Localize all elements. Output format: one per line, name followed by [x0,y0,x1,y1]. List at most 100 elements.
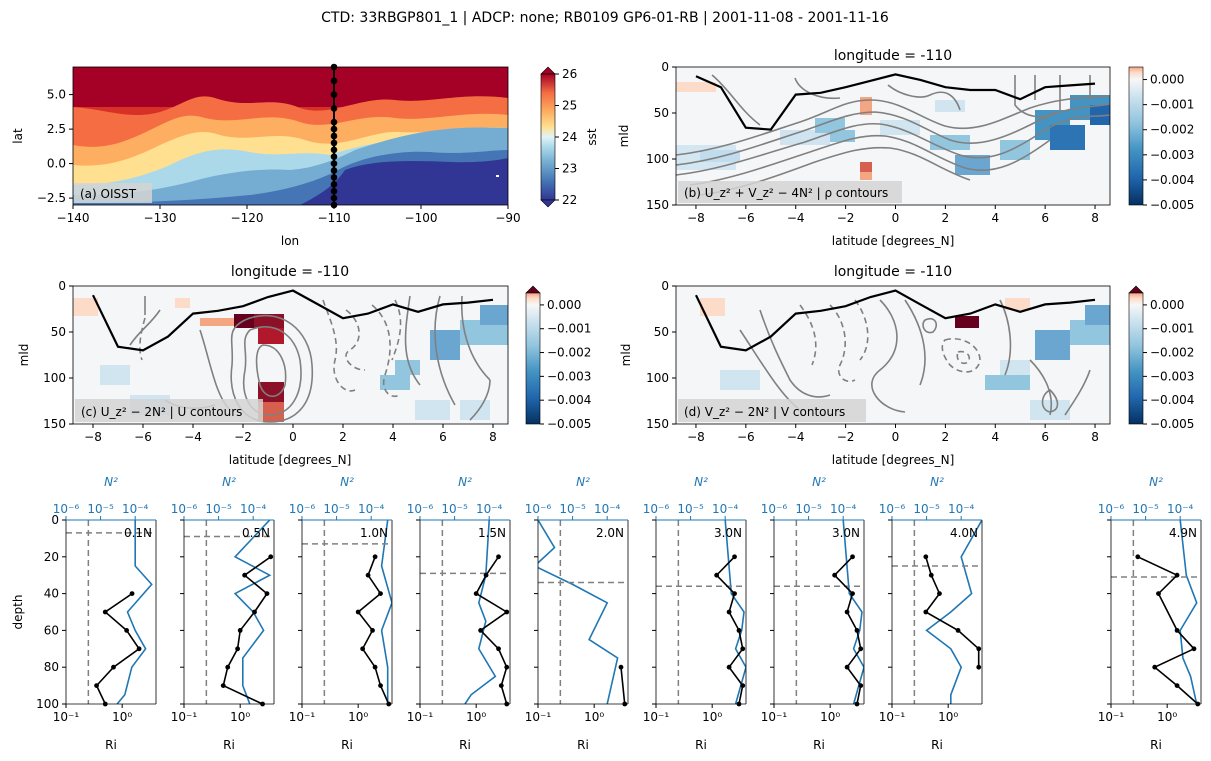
ctd-station-dot [330,146,338,154]
n2-tick-label: 10⁻⁶ [761,502,788,516]
panel-xtick-label: 6 [1041,211,1049,225]
ri-point [1191,646,1197,652]
n2-tick-label: 10⁻⁵ [913,502,940,516]
ri-point [732,591,737,596]
ri-point [355,609,361,615]
colorbar-tick-label: −0.002 [1150,123,1194,137]
panel-xtick-label: −4 [787,430,805,444]
profile-station-label: 3.0N [832,526,860,540]
ri-tick-label: 10⁻¹ [289,710,316,724]
n2-tick-label: 10⁻⁴ [476,502,503,516]
n2-tick-label: 10⁻⁶ [53,502,80,516]
panel-d-label: (d) V_z² − 2N² | V contours [684,405,845,419]
sst-field [73,67,508,205]
panel-ytick-label: 50 [654,106,669,120]
panel-xtick-label: −2 [837,211,855,225]
n2-profile-line [380,520,392,704]
panel-a-ylabel: lat [11,128,25,144]
panel-b-title: longitude = -110 [834,48,952,64]
ri-point [473,591,479,596]
ri-axis-label: Ri [105,738,117,752]
ri-tick-label: 10⁰ [820,710,840,724]
ri-tick-label: 10⁻¹ [53,710,80,724]
profile-station-label: 4.0N [950,526,978,540]
ctd-station-dot [330,139,338,147]
ri-tick-label: 10⁻¹ [407,710,434,724]
n2-tick-label: 10⁻⁴ [594,502,621,516]
ri-point [858,646,864,652]
ri-point [832,572,838,578]
colorbar-tick-label: −0.004 [1150,173,1194,187]
panel-xtick-label: 8 [1091,430,1099,444]
panel-a-label-box [74,183,152,203]
colorbar-tick-label: −0.003 [1150,148,1194,162]
panel-c-ylabel: mld [17,344,31,367]
ri-tick-label: 10⁰ [702,710,722,724]
ri-axis-label: Ri [695,738,707,752]
sst-colorbar-tick-label: 24 [562,130,577,144]
profile-panel: 3.0N 10⁻¹ 10⁰ Ri 10⁻⁶ 10⁻⁵ 10⁻⁴ N² [761,475,865,752]
ri-tick-label: 10⁰ [1157,710,1177,724]
n2-axis-label: N² [458,475,472,489]
ri-tick-label: 10⁻¹ [171,710,198,724]
panel-a-xtick-label: −120 [231,211,264,225]
colorbar-tick-label: −0.005 [1150,198,1194,212]
panel-xtick-label: 0 [289,430,297,444]
depth-tick-label: 60 [44,623,59,637]
panel-d-xlabel: latitude [degrees_N] [832,453,955,467]
depth-tick-label: 20 [44,550,59,564]
sst-colorbar-tick-label: 25 [562,99,577,113]
panel-b-label: (b) U_z² + V_z² − 4N² | ρ contours [684,186,888,200]
n2-tick-label: 10⁻⁶ [171,502,198,516]
n2-tick-label: 10⁻⁴ [948,502,975,516]
ri-point [844,664,850,670]
panel-ytick-label: 0 [58,279,66,293]
panel-xtick-label: 2 [942,211,950,225]
ri-point [976,646,982,652]
panel-a-ytick-label: 5.0 [47,88,66,102]
panel-c-colorbar-extend [525,285,541,294]
ri-point [136,646,142,652]
panel-xtick-label: −8 [84,430,102,444]
ri-tick-label: 10⁻¹ [525,710,552,724]
profile-station-label: 1.5N [478,526,506,540]
sst-colorbar-tick-label: 26 [562,67,577,81]
ri-tick-label: 10⁻¹ [761,710,788,724]
ri-point [504,609,510,615]
panel-d-mld-line [695,289,1096,352]
profile-station-label: 4.9N [1169,526,1197,540]
panel-xtick-label: 0 [892,211,900,225]
ri-point [372,554,378,560]
n2-tick-label: 10⁻⁵ [323,502,350,516]
n2-tick-label: 10⁻⁵ [1132,502,1159,516]
ctd-station-dot [330,174,338,181]
colorbar-tick-label: −0.004 [547,393,591,407]
colorbar-tick-label: −0.001 [547,322,591,336]
n2-axis-label: N² [1149,475,1163,489]
ri-point [360,646,366,652]
ri-axis-label: Ri [223,738,235,752]
ri-point [478,628,484,633]
panel-c: longitude = -110 [17,264,591,467]
panel-ytick-label: 100 [43,371,66,385]
panel-xtick-label: −8 [687,211,705,225]
n2-profile-line [724,520,746,704]
ri-point [736,628,742,633]
ri-profile-line [95,592,141,704]
colorbar-tick-label: −0.005 [1150,417,1194,431]
ri-point [235,646,241,652]
panel-xtick-label: 8 [1091,211,1099,225]
ri-point [928,572,934,578]
panel-ytick-label: 150 [646,417,669,431]
ri-tick-label: 10⁰ [112,710,132,724]
panel-ytick-label: 150 [43,417,66,431]
panel-xtick-label: −2 [234,430,252,444]
n2-tick-label: 10⁻⁶ [407,502,434,516]
ri-point [937,591,942,596]
panel-ytick-label: 0 [661,279,669,293]
ri-axis-label: Ri [341,738,353,752]
ri-point [923,609,929,615]
panel-c-label-box [75,399,263,422]
n2-axis-label: N² [812,475,826,489]
